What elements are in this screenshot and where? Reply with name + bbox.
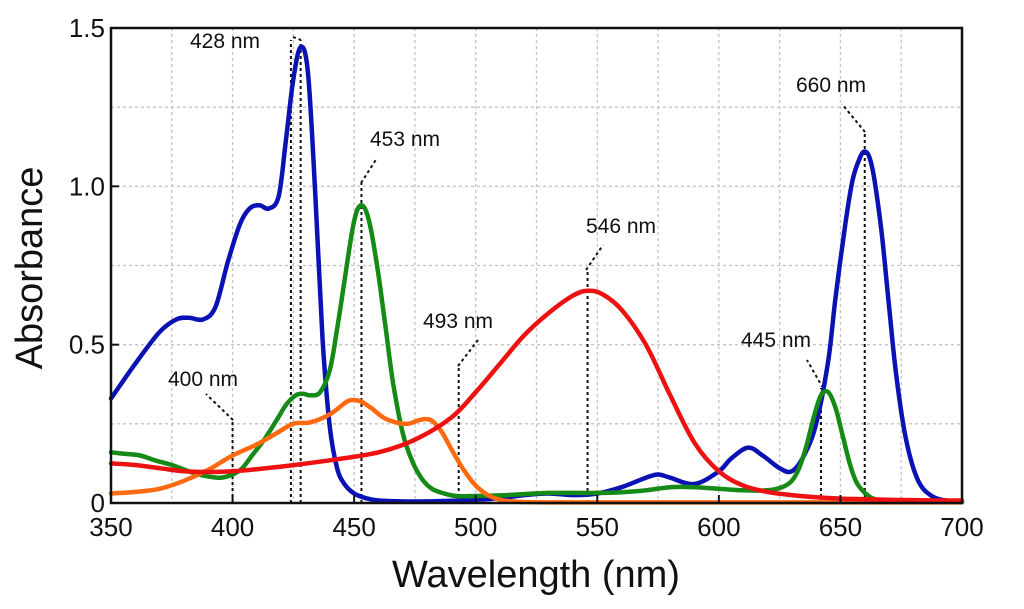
peak-annotation-label: 400 nm <box>168 368 238 391</box>
series-line <box>108 288 965 503</box>
peak-annotation-label: 660 nm <box>796 74 866 97</box>
x-tick-label: 500 <box>454 512 497 542</box>
leader-diagonal <box>205 393 234 421</box>
x-tick-label: 700 <box>940 512 983 542</box>
y-tick-label: 1.0 <box>69 171 105 201</box>
x-tick-label: 650 <box>819 512 862 542</box>
series-line <box>108 397 965 505</box>
y-tick-label: 1.5 <box>69 13 105 43</box>
y-tick-label: 0 <box>91 488 105 518</box>
leader-diagonal <box>806 359 824 389</box>
series-line <box>108 203 965 505</box>
peak-annotation-label: 445 nm <box>741 329 811 352</box>
grid <box>111 28 962 503</box>
peak-annotation-label: 453 nm <box>370 128 440 151</box>
x-tick-label: 600 <box>697 512 740 542</box>
axis-ticks: 350 400 450 500 550 600 650 700 0 0.5 1.0 1.5 <box>69 13 984 542</box>
y-tick-label: 0.5 <box>69 330 105 360</box>
peak-annotation-label: 493 nm <box>423 310 493 333</box>
leader-diagonal <box>585 244 604 271</box>
plot-frame <box>109 26 964 505</box>
y-axis-title: Absorbance <box>9 167 51 370</box>
leader-diagonal <box>360 157 378 184</box>
x-axis-title: Wavelength (nm) <box>392 554 680 596</box>
peak-annotation-label: 428 nm <box>190 30 260 53</box>
annotation-leaders <box>205 36 866 503</box>
x-tick-label: 550 <box>576 512 619 542</box>
leader-diagonal <box>457 339 479 367</box>
x-tick-label: 450 <box>332 512 375 542</box>
annotation-labels: 428 nm 453 nm 660 nm 546 nm 493 nm 445 nm 400 … <box>168 30 866 391</box>
peak-annotation-label: 546 nm <box>586 215 656 238</box>
leader-diagonal <box>841 103 866 133</box>
x-tick-label: 400 <box>211 512 254 542</box>
x-tick-label: 350 <box>89 512 132 542</box>
leader-diagonal <box>292 36 302 41</box>
